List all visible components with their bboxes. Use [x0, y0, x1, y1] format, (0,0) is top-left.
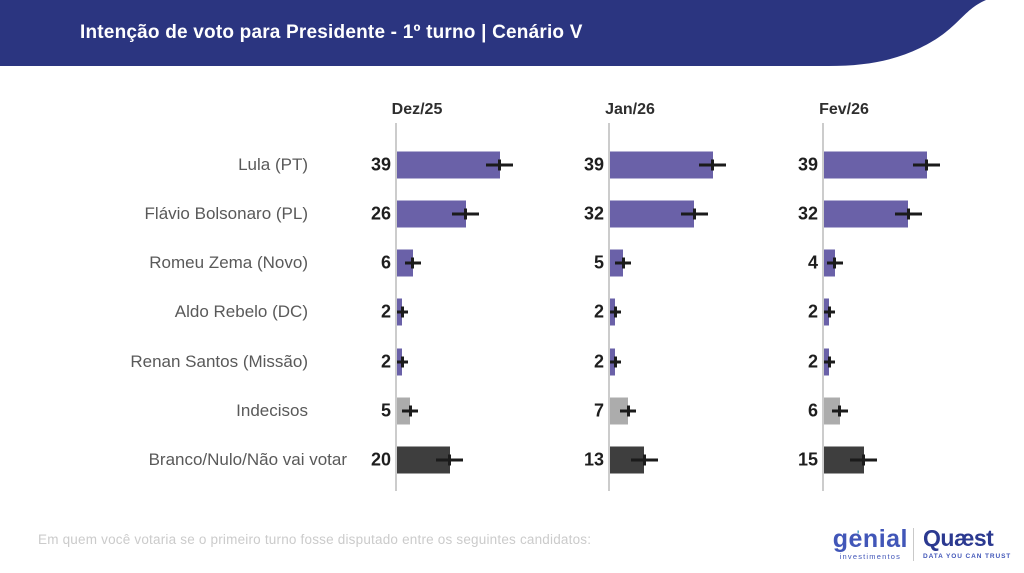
category-label: Branco/Nulo/Não vai votar — [148, 450, 347, 470]
error-bar-tick — [613, 356, 617, 368]
category-label: Romeu Zema (Novo) — [149, 253, 308, 273]
error-bar-tick — [613, 306, 617, 318]
quaest-wordmark: Quæst — [923, 525, 994, 551]
value-label: 20 — [370, 449, 391, 470]
bar — [824, 151, 927, 178]
value-label: 5 — [380, 400, 391, 421]
value-label: 39 — [370, 154, 391, 174]
logo-divider — [913, 528, 914, 561]
error-bar-tick — [906, 208, 910, 220]
header-banner — [0, 0, 986, 66]
error-bar-tick — [498, 159, 502, 170]
axis-line — [822, 123, 824, 491]
value-label: 39 — [797, 154, 818, 174]
genial-wordmark: ' genial — [832, 525, 908, 553]
error-bar-tick — [400, 356, 404, 368]
error-bar-tick — [711, 159, 715, 170]
bar — [824, 200, 909, 228]
error-bar-tick — [400, 306, 404, 318]
value-label: 2 — [380, 301, 391, 322]
value-label: 6 — [380, 252, 391, 273]
error-bar-tick — [692, 208, 696, 220]
error-bar-tick — [448, 454, 452, 466]
series-header: Fev/26 — [819, 101, 869, 118]
error-bar-tick — [827, 306, 831, 318]
value-label: 2 — [593, 301, 604, 322]
genial-subtext: investimentos — [839, 552, 902, 561]
category-label: Indecisos — [236, 401, 308, 420]
error-bar-tick — [626, 405, 630, 417]
series-header: Dez/25 — [391, 101, 443, 118]
error-bar-tick — [464, 208, 468, 220]
series-header: Jan/26 — [605, 101, 655, 118]
error-bar-tick — [411, 257, 415, 269]
value-label: 2 — [593, 351, 604, 372]
value-label: 15 — [797, 449, 818, 470]
category-label: Flávio Bolsonaro (PL) — [144, 203, 308, 223]
value-label: 7 — [593, 400, 604, 421]
bar — [610, 200, 695, 228]
value-label: 39 — [583, 154, 604, 174]
quaest-tagline: DATA YOU CAN TRUST — [923, 553, 1012, 560]
quaest-logo: Quæst DATA YOU CAN TRUST — [923, 525, 1012, 561]
axis-line — [608, 123, 610, 491]
bar — [610, 397, 629, 425]
axis-line — [395, 123, 397, 491]
category-label: Renan Santos (Missão) — [130, 351, 308, 371]
error-bar-tick — [621, 257, 625, 269]
value-label: 2 — [807, 351, 818, 372]
survey-question: Em quem você votaria se o primeiro turno… — [38, 532, 592, 547]
genial-logo: ' genial investimentos — [832, 525, 908, 562]
value-label: 2 — [807, 301, 818, 322]
genial-accent-mark: ' — [856, 528, 861, 542]
error-bar-tick — [838, 405, 842, 417]
category-label: Aldo Rebelo (DC) — [174, 302, 308, 322]
category-label: Lula (PT) — [238, 154, 308, 174]
error-bar-tick — [642, 454, 646, 466]
error-bar-tick — [408, 405, 412, 417]
value-label: 13 — [583, 449, 604, 470]
error-bar-tick — [833, 257, 837, 269]
value-label: 32 — [583, 203, 604, 224]
bar — [397, 151, 500, 178]
value-label: 26 — [370, 203, 391, 224]
bar — [610, 151, 713, 178]
value-label: 5 — [593, 252, 604, 273]
value-label: 2 — [380, 351, 391, 372]
error-bar-tick — [827, 356, 831, 368]
error-bar-tick — [925, 159, 929, 170]
value-label: 4 — [807, 252, 818, 273]
error-bar-tick — [862, 454, 866, 466]
value-label: 32 — [797, 203, 818, 224]
page-title: Intenção de voto para Presidente - 1º tu… — [80, 22, 583, 43]
value-label: 6 — [807, 400, 818, 421]
